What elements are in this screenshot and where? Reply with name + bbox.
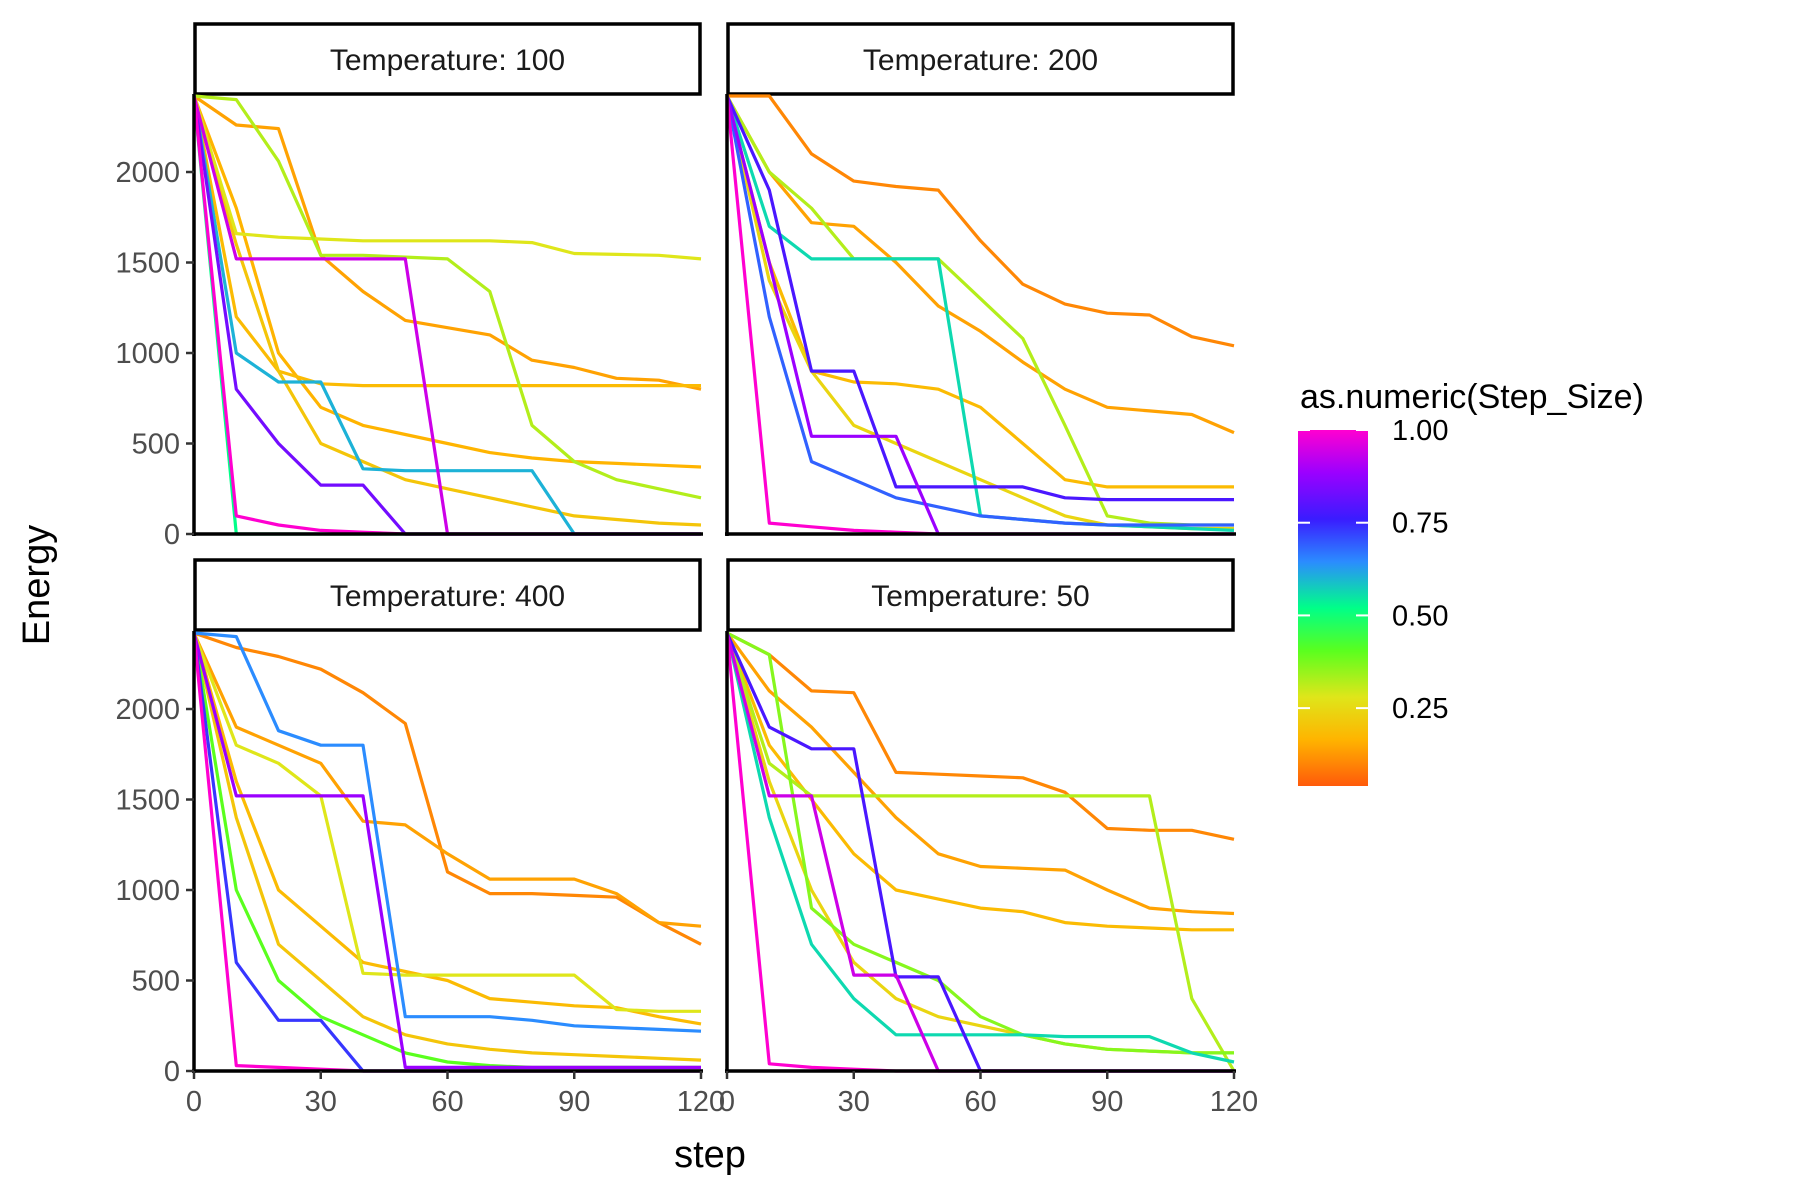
legend-tick-label: 1.00 — [1392, 415, 1448, 447]
facet-strip-label: Temperature: 100 — [330, 44, 565, 77]
legend: as.numeric(Step_Size) 1.00 0.75 0.50 0.25 — [1298, 378, 1644, 786]
facet-strip — [726, 558, 1235, 632]
y-tick-label: 2000 — [115, 157, 180, 189]
series-line — [194, 95, 702, 527]
series-line — [194, 95, 702, 261]
facet-series-group — [194, 94, 702, 536]
y-axis-title: Energy — [16, 525, 58, 645]
series-line — [727, 95, 1234, 531]
series-line — [194, 95, 701, 536]
series-line — [727, 94, 1235, 348]
facet-strip-label: Temperature: 200 — [863, 44, 1098, 77]
x-tick-label: 90 — [558, 1086, 590, 1118]
facet-series-group — [727, 94, 1235, 536]
x-tick-label: 120 — [1210, 1086, 1258, 1118]
series-line — [194, 632, 702, 1062]
series-line — [194, 632, 701, 1069]
x-tick-label: 60 — [431, 1086, 463, 1118]
series-line — [194, 95, 701, 536]
x-tick-label: 90 — [1091, 1086, 1123, 1118]
y-tick-label: 2000 — [115, 694, 180, 726]
y-tick-label: 1500 — [115, 785, 180, 817]
y-tick-label: 0 — [164, 519, 180, 551]
series-line — [194, 95, 701, 536]
x-tick-label: 0 — [186, 1086, 202, 1118]
y-tick-label: 1000 — [115, 875, 180, 907]
series-line — [727, 95, 1234, 527]
series-line — [194, 632, 701, 1069]
legend-tick-label: 0.50 — [1392, 600, 1448, 632]
facet-panel: Temperature: 200 — [725, 22, 1236, 536]
x-tick-label: 120 — [677, 1086, 725, 1118]
x-tick-label: 30 — [838, 1086, 870, 1118]
facet-panel: Temperature: 100 0 500 1000 1500 2000 — [115, 22, 703, 551]
x-tick-label: 30 — [305, 1086, 337, 1118]
legend-tick-label: 0.25 — [1392, 693, 1448, 725]
facet-strip-label: Temperature: 50 — [871, 580, 1089, 613]
series-line — [727, 631, 1235, 841]
legend-ticks: 1.00 0.75 0.50 0.25 — [1298, 415, 1448, 725]
y-tick-label: 0 — [164, 1056, 180, 1088]
series-line — [194, 94, 702, 500]
series-line — [727, 95, 1235, 532]
series-line — [727, 632, 1235, 916]
y-tick-label: 500 — [132, 966, 180, 998]
y-tick-label: 1500 — [115, 248, 180, 280]
y-tick-label: 500 — [132, 429, 180, 461]
x-tick-label: 0 — [719, 1086, 735, 1118]
facet-panels: Temperature: 1000500100015002000Temperat… — [115, 22, 1258, 1118]
series-line — [727, 95, 1234, 536]
legend-title: as.numeric(Step_Size) — [1300, 378, 1644, 416]
series-line — [194, 95, 701, 536]
x-tick-label: 60 — [964, 1086, 996, 1118]
facet-series-group — [727, 631, 1236, 1073]
facet-strip-label: Temperature: 400 — [330, 580, 565, 613]
series-line — [194, 632, 701, 1013]
series-line — [194, 94, 702, 391]
series-line — [727, 631, 1234, 1055]
facet-strip — [193, 22, 702, 96]
series-line — [194, 631, 702, 1033]
series-line — [727, 95, 1235, 435]
facet-panel: Temperature: 400 0 500 1000 1500 2000 0 30 60 90 1… — [115, 558, 725, 1118]
series-line — [727, 95, 1234, 536]
legend-colorbar — [1298, 430, 1368, 786]
series-line — [194, 95, 702, 469]
series-line — [194, 95, 701, 536]
series-line — [727, 95, 1234, 527]
series-line — [194, 631, 702, 946]
y-tick-label: 1000 — [115, 338, 180, 370]
legend-tick-label: 0.75 — [1392, 508, 1448, 540]
facet-strip — [726, 22, 1235, 96]
x-axis-title: step — [674, 1134, 746, 1176]
series-line — [727, 95, 1234, 502]
facet-strip — [193, 558, 702, 632]
facet-panel: Temperature: 50 0 30 60 90 120 — [719, 558, 1258, 1118]
series-line — [727, 632, 1234, 932]
facet-series-group — [194, 631, 702, 1073]
series-line — [194, 632, 702, 928]
series-line — [727, 632, 1235, 1064]
